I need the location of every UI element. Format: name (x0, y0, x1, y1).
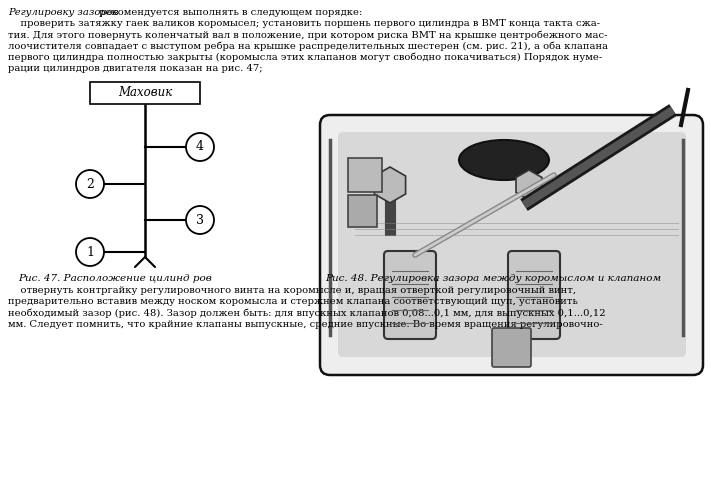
FancyBboxPatch shape (348, 195, 377, 227)
Circle shape (186, 133, 214, 161)
FancyBboxPatch shape (384, 251, 436, 339)
FancyBboxPatch shape (348, 158, 382, 192)
Text: тия. Для этого повернуть коленчатый вал в положение, при котором риска ВМТ на кр: тия. Для этого повернуть коленчатый вал … (8, 30, 607, 40)
Text: Рис. 47. Расположение цилинд ров: Рис. 47. Расположение цилинд ров (18, 274, 212, 283)
Text: 3: 3 (196, 214, 204, 227)
FancyBboxPatch shape (492, 328, 531, 367)
Text: 1: 1 (86, 245, 94, 258)
Text: необходимый зазор (рис. 48). Зазор должен быть: для впускных клапанов 0,08...0,1: необходимый зазор (рис. 48). Зазор долже… (8, 308, 606, 318)
Text: рации цилиндров двигателя показан на рис. 47;: рации цилиндров двигателя показан на рис… (8, 64, 262, 73)
FancyBboxPatch shape (508, 251, 560, 339)
Text: 4: 4 (196, 140, 204, 153)
Circle shape (186, 206, 214, 234)
Text: Маховик: Маховик (118, 86, 172, 99)
Text: проверить затяжку гаек валиков коромысел; установить поршень первого цилиндра в : проверить затяжку гаек валиков коромысел… (8, 19, 600, 28)
Circle shape (76, 170, 104, 198)
FancyBboxPatch shape (320, 115, 703, 375)
Ellipse shape (459, 140, 549, 180)
Text: мм. Следует помнить, что крайние клапаны выпускные, средние впускные. Во время в: мм. Следует помнить, что крайние клапаны… (8, 320, 603, 329)
Text: предварительно вставив между носком коромысла и стержнем клапана соответствующий: предварительно вставив между носком коро… (8, 297, 578, 306)
Circle shape (76, 238, 104, 266)
Text: 2: 2 (86, 177, 94, 190)
Text: первого цилиндра полностью закрыты (коромысла этих клапанов могут свободно покач: первого цилиндра полностью закрыты (коро… (8, 53, 602, 62)
Text: рекомендуется выполнять в следующем порядке:: рекомендуется выполнять в следующем поря… (96, 8, 363, 17)
FancyBboxPatch shape (90, 82, 200, 104)
Text: Регулировку зазоров: Регулировку зазоров (8, 8, 119, 17)
Text: лоочистителя совпадает с выступом ребра на крышке распределительных шестерен (см: лоочистителя совпадает с выступом ребра … (8, 41, 608, 51)
Text: отвернуть контргайку регулировочного винта на коромысле и, вращая отверткой регу: отвернуть контргайку регулировочного вин… (8, 286, 576, 295)
FancyBboxPatch shape (338, 132, 686, 357)
Text: Рис. 48. Регулировка зазора между коромыслом и клапаном: Рис. 48. Регулировка зазора между коромы… (325, 274, 661, 283)
